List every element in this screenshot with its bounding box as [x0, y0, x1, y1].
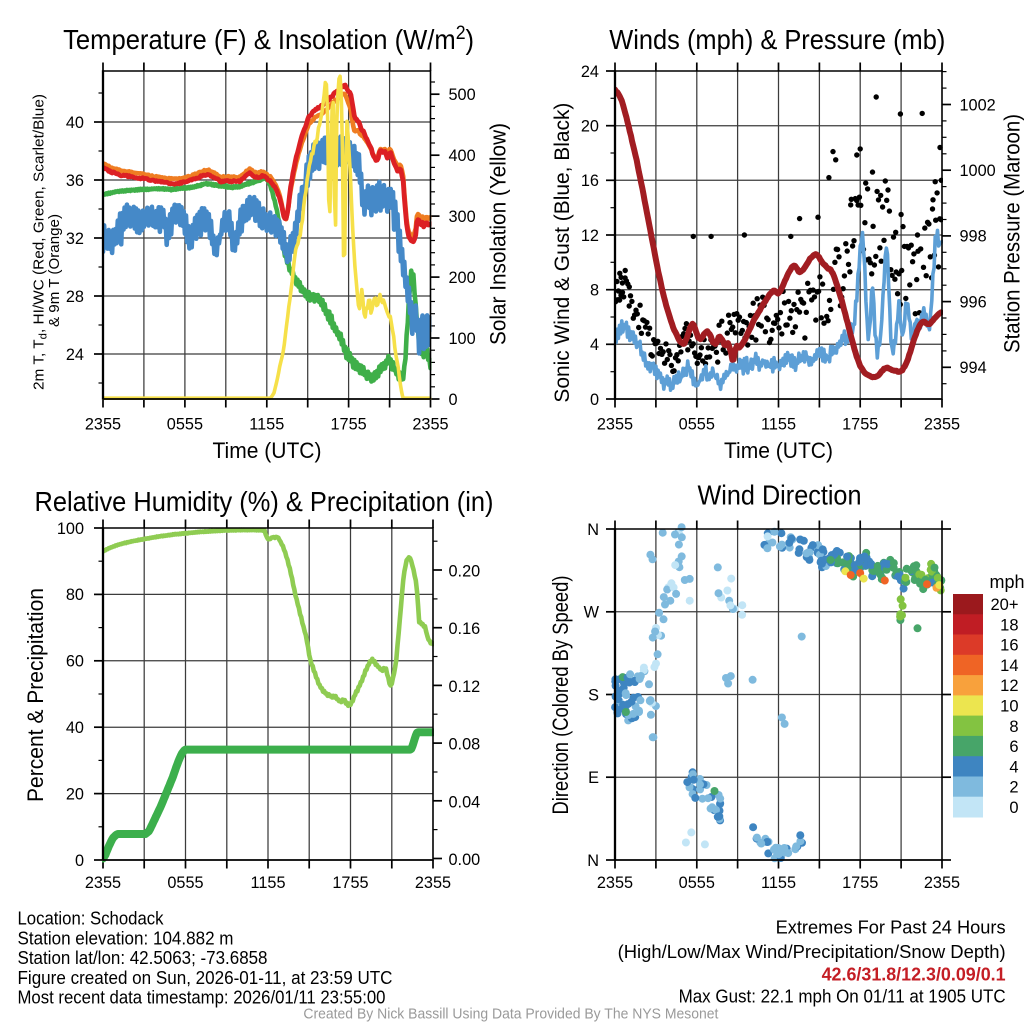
svg-text:2355: 2355 — [597, 416, 633, 434]
svg-text:0: 0 — [449, 391, 458, 409]
svg-text:6: 6 — [1009, 738, 1018, 756]
svg-text:100: 100 — [57, 520, 84, 538]
svg-text:8: 8 — [590, 282, 599, 300]
svg-text:1155: 1155 — [761, 874, 796, 892]
svg-text:40: 40 — [66, 114, 84, 132]
svg-text:500: 500 — [449, 86, 476, 104]
svg-text:16: 16 — [581, 172, 599, 190]
svg-text:994: 994 — [960, 359, 987, 377]
svg-text:N: N — [587, 521, 599, 539]
svg-text:0555: 0555 — [679, 416, 715, 434]
svg-text:Sonic Wind & Gust (Blue, Black: Sonic Wind & Gust (Blue, Black) — [550, 103, 574, 403]
svg-text:0.08: 0.08 — [449, 736, 481, 754]
svg-text:10: 10 — [1000, 698, 1018, 716]
svg-text:1002: 1002 — [960, 96, 996, 114]
svg-text:0: 0 — [75, 852, 84, 870]
svg-text:N: N — [587, 852, 599, 870]
svg-text:200: 200 — [449, 269, 476, 287]
svg-text:2355: 2355 — [412, 416, 448, 434]
svg-text:996: 996 — [960, 293, 987, 311]
svg-text:0.16: 0.16 — [449, 620, 481, 638]
svg-text:2: 2 — [1009, 779, 1018, 797]
svg-text:32: 32 — [66, 230, 84, 248]
svg-text:0: 0 — [590, 391, 599, 409]
svg-text:12: 12 — [581, 227, 599, 245]
svg-text:Time (UTC): Time (UTC) — [213, 438, 322, 463]
svg-text:2355: 2355 — [85, 874, 121, 892]
svg-text:Relative Humidity (%) & Precip: Relative Humidity (%) & Precipitation (i… — [35, 486, 494, 517]
svg-text:2355: 2355 — [597, 874, 633, 892]
svg-text:14: 14 — [1000, 657, 1018, 675]
svg-text:2355: 2355 — [85, 416, 121, 434]
svg-text:42.6/31.8/12.3/0.09/0.1: 42.6/31.8/12.3/0.09/0.1 — [822, 965, 1006, 985]
svg-text:mph: mph — [989, 572, 1024, 592]
svg-text:1155: 1155 — [761, 416, 796, 434]
svg-text:28: 28 — [66, 288, 84, 306]
svg-text:20+: 20+ — [991, 596, 1019, 614]
svg-text:18: 18 — [1000, 616, 1018, 634]
svg-text:& 9m T (Orange): & 9m T (Orange) — [46, 214, 63, 327]
svg-text:Time (UTC): Time (UTC) — [724, 438, 833, 463]
svg-text:1155: 1155 — [250, 874, 285, 892]
svg-text:20: 20 — [581, 118, 599, 136]
svg-text:2355: 2355 — [924, 416, 960, 434]
svg-text:0.00: 0.00 — [449, 851, 481, 869]
svg-text:Most recent data timestamp: 20: Most recent data timestamp: 2026/01/11 2… — [18, 988, 386, 1008]
svg-text:Max Gust: 22.1 mph On 01/11 at: Max Gust: 22.1 mph On 01/11 at 1905 UTC — [679, 987, 1006, 1007]
svg-text:(High/Low/Max Wind/Precipitati: (High/Low/Max Wind/Precipitation/Snow De… — [618, 942, 1006, 962]
svg-text:E: E — [588, 769, 599, 787]
svg-text:1755: 1755 — [330, 416, 366, 434]
svg-text:Created By Nick Bassill Using: Created By Nick Bassill Using Data Provi… — [303, 1006, 719, 1023]
svg-text:1755: 1755 — [332, 874, 368, 892]
svg-text:W: W — [584, 604, 600, 622]
svg-text:0555: 0555 — [679, 874, 715, 892]
svg-text:Extremes For Past 24 Hours: Extremes For Past 24 Hours — [776, 918, 1006, 938]
svg-text:60: 60 — [66, 653, 84, 671]
svg-text:8: 8 — [1009, 718, 1018, 736]
svg-text:80: 80 — [66, 586, 84, 604]
svg-text:Direction (Colored By Speed): Direction (Colored By Speed) — [548, 576, 573, 815]
svg-text:Station lat/lon: 42.5063; -73.: Station lat/lon: 42.5063; -73.6858 — [18, 948, 268, 968]
svg-text:12: 12 — [1000, 677, 1018, 695]
svg-text:Figure created on Sun, 2026-01: Figure created on Sun, 2026-01-11, at 23… — [18, 968, 393, 988]
svg-text:20: 20 — [66, 785, 84, 803]
svg-text:24: 24 — [66, 346, 84, 364]
svg-text:2355: 2355 — [924, 874, 960, 892]
svg-text:0: 0 — [1009, 799, 1018, 817]
svg-text:Location: Schodack: Location: Schodack — [18, 909, 165, 929]
svg-text:0555: 0555 — [167, 416, 203, 434]
svg-text:40: 40 — [66, 719, 84, 737]
svg-text:400: 400 — [449, 147, 476, 165]
svg-text:2355: 2355 — [415, 874, 451, 892]
svg-text:16: 16 — [1000, 637, 1018, 655]
svg-text:24: 24 — [581, 63, 599, 81]
svg-text:0555: 0555 — [167, 874, 203, 892]
svg-text:0.20: 0.20 — [449, 563, 481, 581]
svg-text:2m T, Td, HI/WC (Red, Green, S: 2m T, Td, HI/WC (Red, Green, Scarlet/Blu… — [31, 94, 50, 390]
svg-text:1155: 1155 — [249, 416, 284, 434]
svg-text:1755: 1755 — [842, 416, 878, 434]
svg-text:4: 4 — [1009, 758, 1018, 776]
svg-text:S: S — [588, 686, 599, 704]
svg-text:36: 36 — [66, 172, 84, 190]
svg-text:Station elevation: 104.882 m: Station elevation: 104.882 m — [18, 928, 234, 948]
svg-text:Percent & Precipitation: Percent & Precipitation — [23, 588, 48, 802]
svg-text:998: 998 — [960, 228, 987, 246]
svg-text:Wind Direction: Wind Direction — [698, 480, 862, 511]
svg-text:100: 100 — [449, 330, 476, 348]
svg-text:Winds (mph) & Pressure (mb): Winds (mph) & Pressure (mb) — [609, 24, 945, 55]
svg-text:Station Pressure (Maroon): Station Pressure (Maroon) — [1000, 114, 1024, 353]
svg-text:4: 4 — [590, 336, 599, 354]
svg-text:Solar Insolation (Yellow): Solar Insolation (Yellow) — [486, 123, 511, 345]
svg-text:1755: 1755 — [842, 874, 878, 892]
svg-text:300: 300 — [449, 208, 476, 226]
svg-text:0.04: 0.04 — [449, 793, 481, 811]
svg-text:1000: 1000 — [960, 162, 996, 180]
svg-text:Temperature (F) & Insolation (: Temperature (F) & Insolation (W/m2) — [63, 23, 474, 55]
svg-text:0.12: 0.12 — [449, 678, 481, 696]
